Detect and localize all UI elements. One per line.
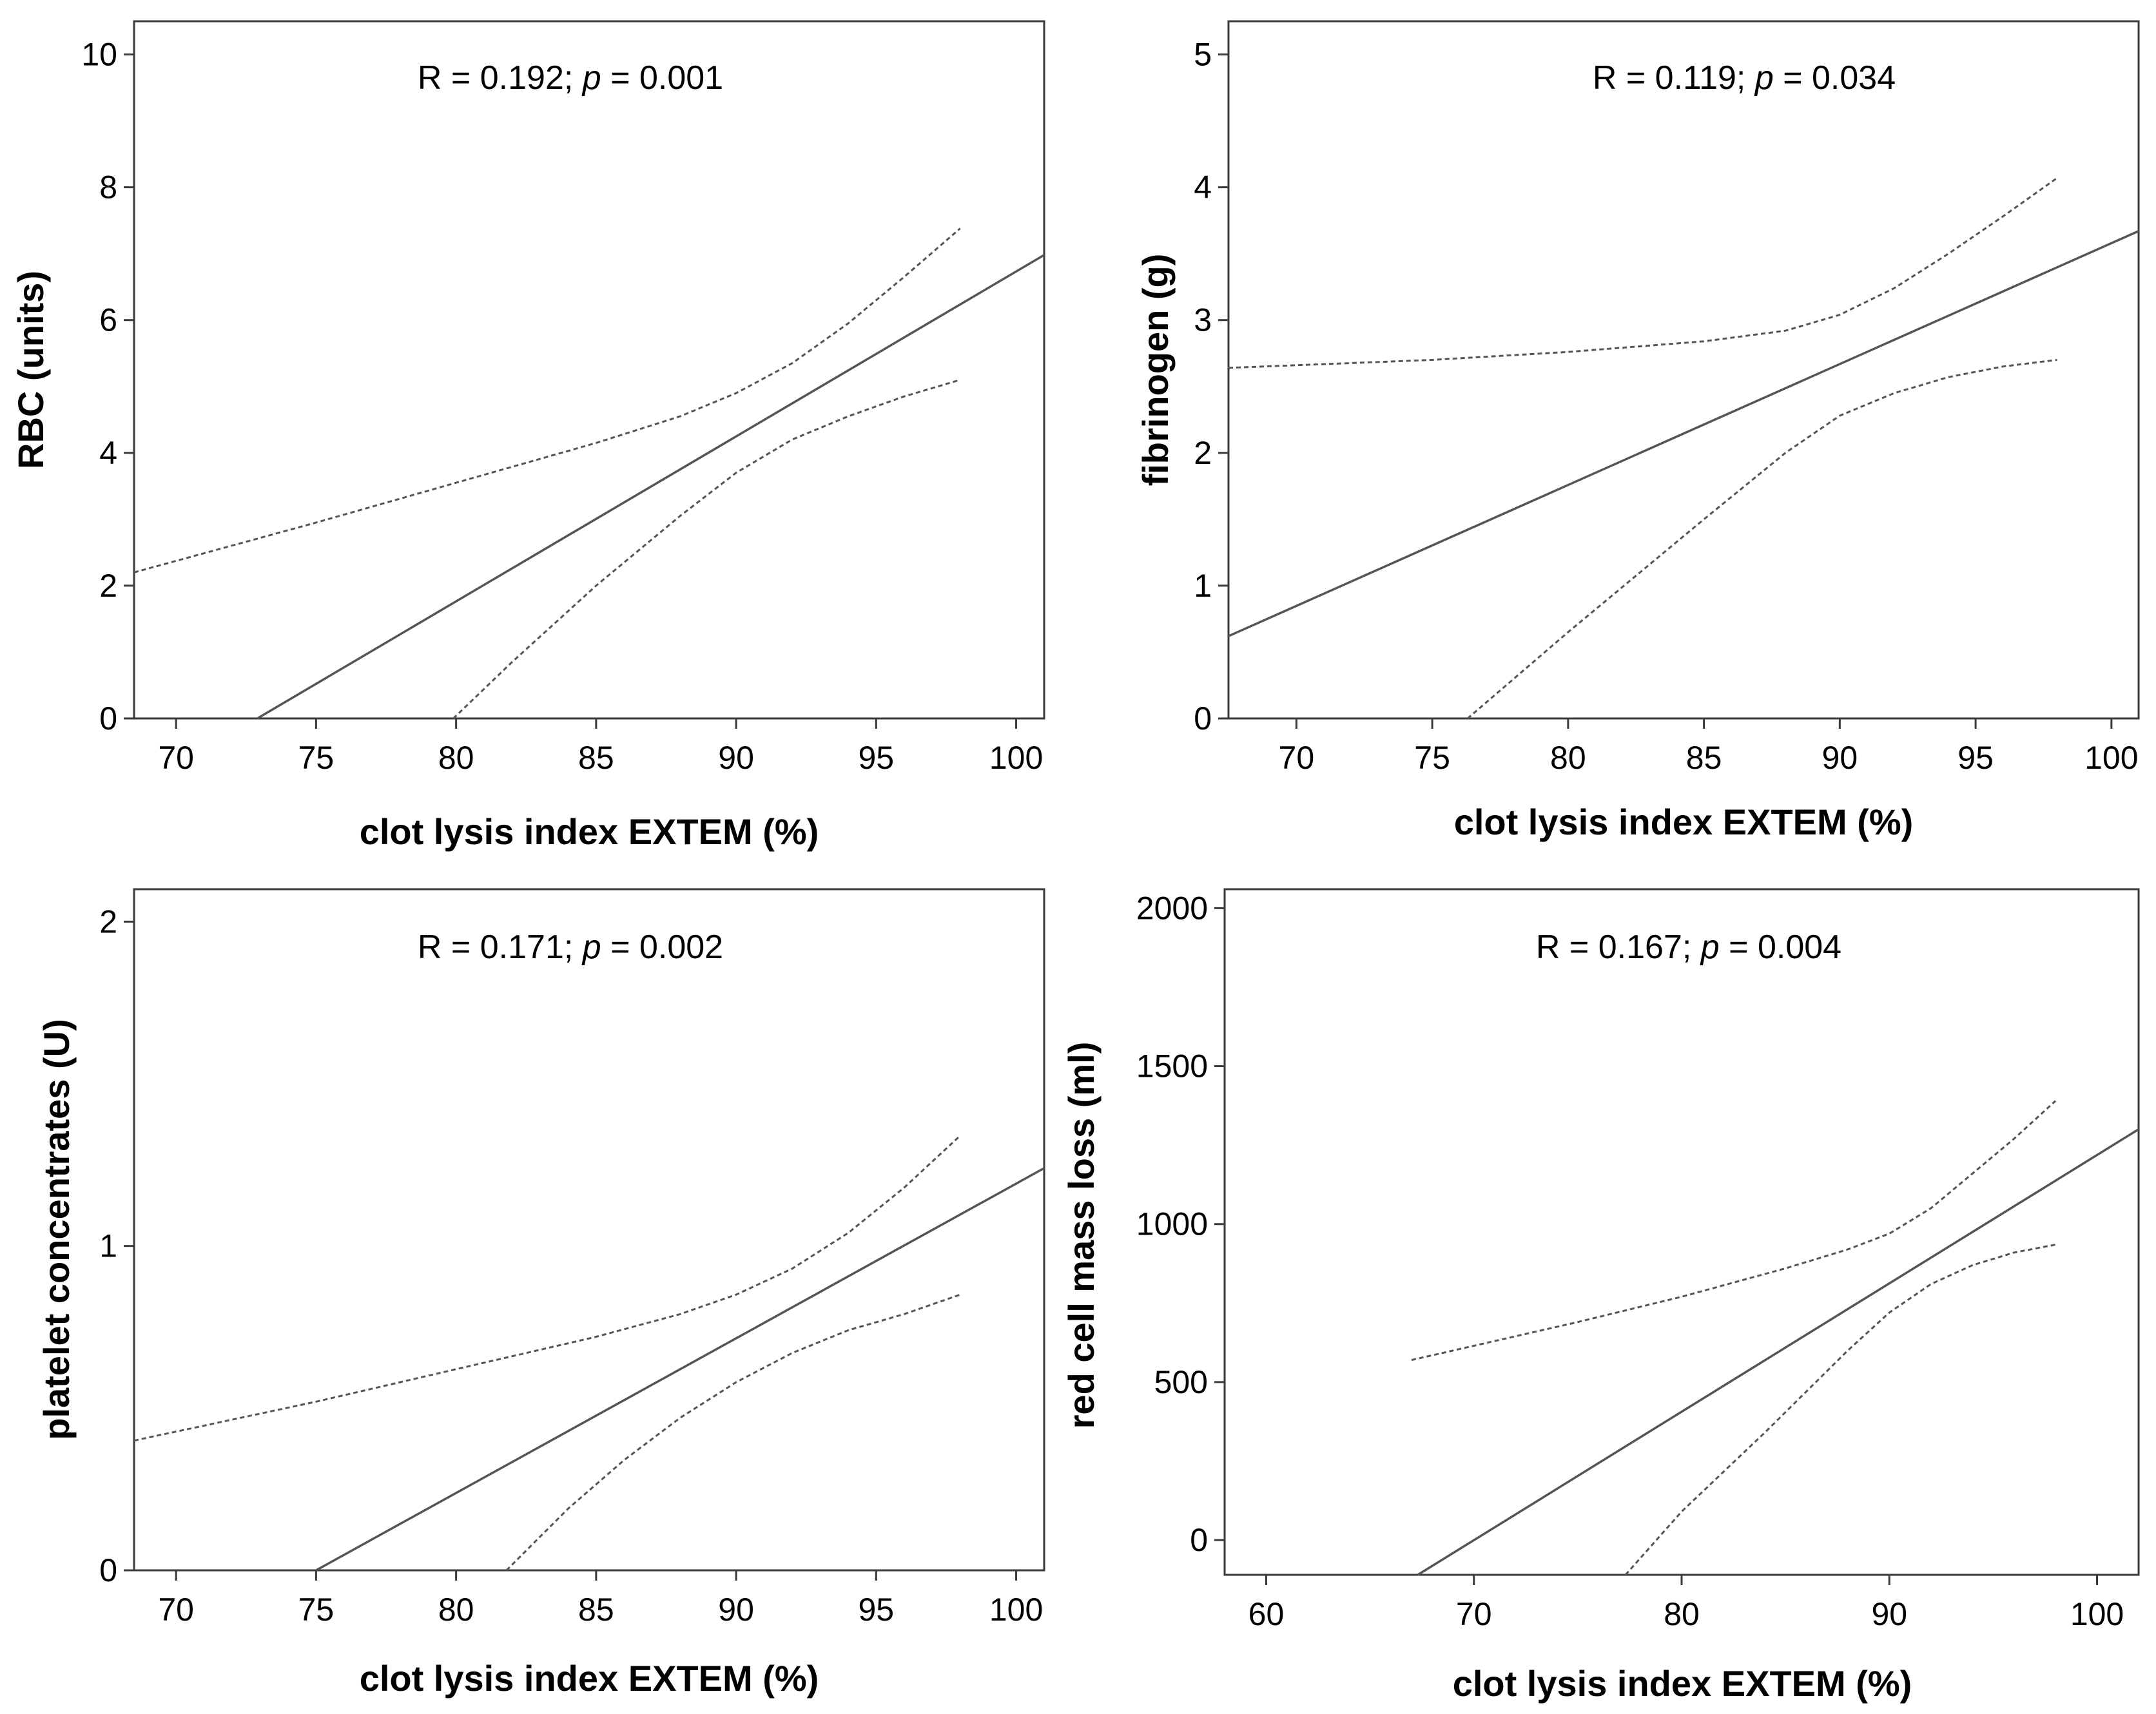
- x-tick-label: 85: [578, 740, 614, 776]
- series-fit: [1417, 1128, 2139, 1576]
- y-tick-label: 4: [99, 435, 117, 471]
- annotation: R = 0.192; p = 0.001: [418, 59, 723, 97]
- x-tick-label: 75: [298, 1592, 335, 1628]
- x-tick-label: 100: [2084, 740, 2138, 776]
- x-tick-label: 60: [1248, 1596, 1285, 1632]
- annotation: R = 0.119; p = 0.034: [1593, 59, 1896, 97]
- y-tick-label: 1: [99, 1228, 117, 1264]
- x-tick-label: 90: [718, 740, 754, 776]
- x-tick-label: 70: [158, 740, 194, 776]
- x-axis-title: clot lysis index EXTEM (%): [360, 1658, 819, 1699]
- tick-marks: [124, 920, 1018, 1581]
- series-group: [1228, 177, 2139, 720]
- annotation: R = 0.167; p = 0.004: [1536, 929, 1841, 966]
- y-tick-label: 2: [1194, 435, 1212, 471]
- series-upper-ci: [133, 1135, 961, 1442]
- x-tick-label: 90: [1871, 1596, 1907, 1632]
- x-axis-title: clot lysis index EXTEM (%): [1453, 1663, 1912, 1704]
- y-tick-label: 2000: [1136, 890, 1208, 926]
- y-tick-label: 3: [1194, 302, 1212, 338]
- series-lower-ci: [452, 379, 961, 720]
- x-tick-label: 100: [989, 1592, 1043, 1628]
- series-fit: [1228, 230, 2139, 637]
- x-tick-label: 95: [859, 1592, 895, 1628]
- tick-labels: 70 75 80 85 90 95 100 0 1 2 3 4 5: [1194, 37, 2138, 776]
- plot-frame: [133, 888, 1045, 1572]
- y-tick-label: 4: [1194, 169, 1212, 206]
- series-group: [1411, 1100, 2139, 1576]
- y-tick-label: 1000: [1136, 1206, 1208, 1242]
- y-axis-title: RBC (units): [10, 271, 51, 469]
- series-upper-ci: [1411, 1100, 2057, 1362]
- tick-marks: [124, 53, 1018, 729]
- x-tick-label: 70: [1279, 740, 1315, 776]
- x-tick-label: 75: [1414, 740, 1450, 776]
- x-axis-title: clot lysis index EXTEM (%): [360, 811, 819, 852]
- x-tick-label: 90: [1822, 740, 1858, 776]
- y-axis-title: platelet concentrates (U): [36, 1019, 77, 1440]
- y-tick-label: 5: [1194, 37, 1212, 73]
- y-tick-label: 2: [99, 903, 117, 939]
- panel-fibrinogen: 70 75 80 85 90 95 100 0 1 2 3 4 5 R = 0.119; p = 0.0…: [1135, 20, 2140, 842]
- tick-labels: 70 75 80 85 90 95 100 0 2 4 6 8 10: [81, 37, 1043, 776]
- x-tick-label: 100: [2070, 1596, 2124, 1632]
- tick-labels: 70 75 80 85 90 95 100 0 1 2: [99, 903, 1043, 1628]
- series-lower-ci: [505, 1293, 961, 1572]
- x-tick-label: 95: [1957, 740, 1994, 776]
- series-fit: [315, 1167, 1045, 1572]
- series-group: [133, 227, 1045, 720]
- y-tick-label: 1500: [1136, 1048, 1208, 1084]
- x-tick-label: 80: [438, 740, 474, 776]
- x-tick-label: 75: [298, 740, 335, 776]
- series-fit: [257, 254, 1045, 720]
- series-upper-ci: [1228, 177, 2058, 369]
- x-tick-label: 85: [578, 1592, 614, 1628]
- plot-frame: [133, 20, 1045, 720]
- y-tick-label: 500: [1154, 1364, 1208, 1400]
- x-tick-label: 90: [718, 1592, 754, 1628]
- annotation: R = 0.171; p = 0.002: [418, 929, 723, 966]
- tick-marks: [1218, 53, 2113, 729]
- x-tick-label: 80: [438, 1592, 474, 1628]
- x-tick-label: 70: [158, 1592, 194, 1628]
- series-upper-ci: [133, 227, 961, 573]
- y-tick-label: 6: [99, 302, 117, 338]
- y-axis-title: red cell mass loss (ml): [1061, 1042, 1102, 1429]
- x-tick-label: 100: [989, 740, 1043, 776]
- x-axis-title: clot lysis index EXTEM (%): [1454, 802, 1914, 842]
- y-tick-label: 0: [99, 1552, 117, 1588]
- y-tick-label: 8: [99, 169, 117, 206]
- x-tick-label: 95: [859, 740, 895, 776]
- y-tick-label: 0: [1194, 700, 1212, 737]
- x-tick-label: 85: [1686, 740, 1722, 776]
- y-tick-label: 0: [99, 700, 117, 737]
- x-tick-label: 80: [1664, 1596, 1700, 1632]
- y-tick-label: 10: [81, 37, 117, 73]
- series-lower-ci: [1466, 359, 2057, 720]
- plot-frame: [1223, 888, 2140, 1576]
- tick-marks: [1214, 907, 2099, 1585]
- series-group: [133, 1135, 1045, 1572]
- plot-frame: [1227, 20, 2140, 720]
- y-tick-label: 0: [1190, 1522, 1208, 1558]
- x-tick-label: 80: [1550, 740, 1586, 776]
- y-axis-title: fibrinogen (g): [1135, 254, 1176, 486]
- y-tick-label: 1: [1194, 568, 1212, 604]
- series-lower-ci: [1624, 1244, 2056, 1575]
- y-tick-label: 2: [99, 568, 117, 604]
- panel-rbc: 70 75 80 85 90 95 100 0 2 4 6 8 10 R = 0.192; p = 0.…: [10, 20, 1045, 852]
- x-tick-label: 70: [1456, 1596, 1492, 1632]
